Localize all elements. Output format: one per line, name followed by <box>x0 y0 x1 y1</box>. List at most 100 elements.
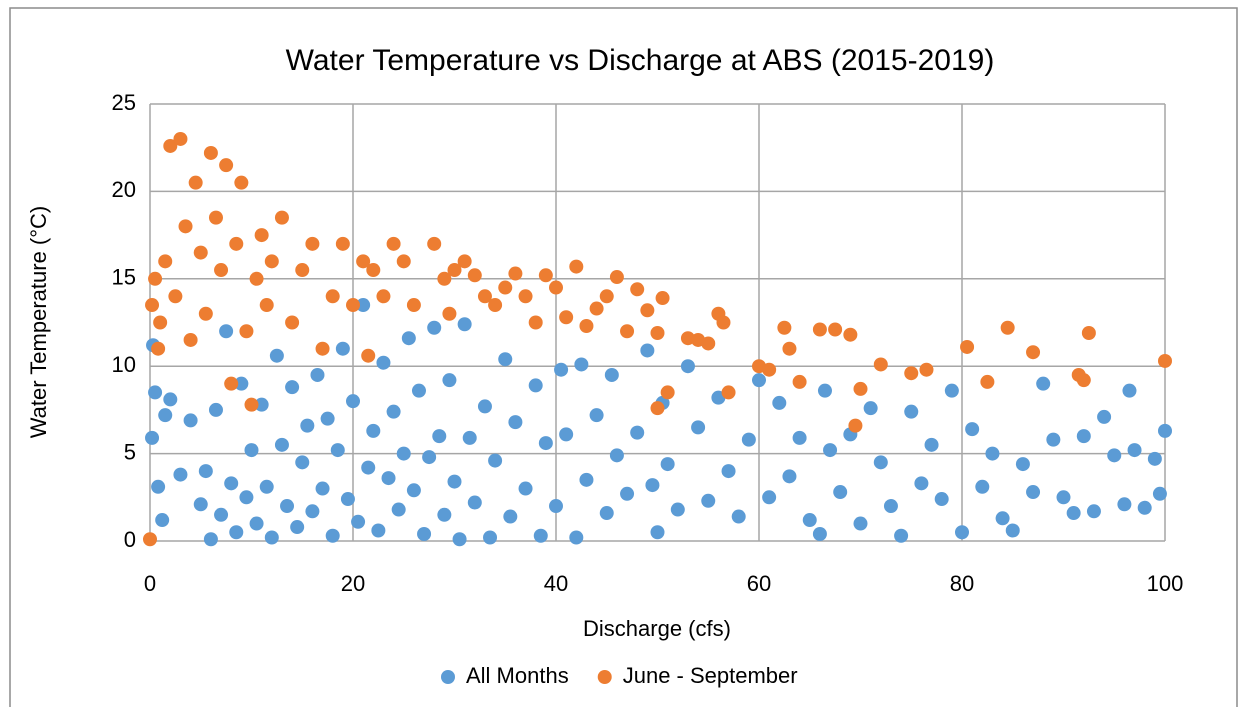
point <box>934 492 949 507</box>
point <box>660 457 675 472</box>
point <box>269 348 284 363</box>
y-tick-label: 15 <box>112 265 136 290</box>
y-tick-label: 20 <box>112 177 136 202</box>
point <box>432 429 447 444</box>
point <box>351 514 366 529</box>
point <box>538 436 553 451</box>
point <box>239 490 254 505</box>
point <box>508 415 523 430</box>
point <box>741 432 756 447</box>
point <box>731 509 746 524</box>
point <box>498 280 513 295</box>
point <box>802 513 817 528</box>
point <box>483 530 498 545</box>
point <box>833 485 848 500</box>
point <box>467 268 482 283</box>
point <box>391 502 406 517</box>
point <box>640 343 655 358</box>
point <box>219 158 234 173</box>
point <box>518 481 533 496</box>
point <box>386 404 401 419</box>
point <box>356 254 371 269</box>
point <box>422 450 437 465</box>
point <box>752 373 766 388</box>
point <box>762 490 777 505</box>
point <box>650 401 665 416</box>
point <box>254 228 269 243</box>
point <box>401 331 416 346</box>
point <box>843 327 858 342</box>
x-axis-label: Discharge (cfs) <box>583 616 731 641</box>
point <box>1158 423 1172 438</box>
point <box>528 378 543 393</box>
series <box>145 298 1172 547</box>
y-tick-label: 5 <box>124 439 136 464</box>
point <box>1000 320 1015 335</box>
point <box>924 437 939 452</box>
point <box>442 306 457 321</box>
point <box>285 315 300 330</box>
point <box>203 532 218 547</box>
point <box>239 324 254 339</box>
point <box>1076 429 1091 444</box>
point <box>396 254 411 269</box>
point <box>340 492 355 507</box>
point <box>574 357 589 372</box>
point <box>1147 451 1162 466</box>
point <box>188 175 203 190</box>
point <box>183 413 198 428</box>
point <box>579 318 594 333</box>
point <box>386 236 401 251</box>
point <box>356 298 371 313</box>
point <box>721 464 736 479</box>
point <box>995 511 1010 526</box>
point <box>1056 490 1071 505</box>
y-tick-label: 10 <box>112 352 136 377</box>
point <box>457 317 472 332</box>
point <box>640 303 655 318</box>
point <box>533 528 548 543</box>
point <box>985 446 1000 461</box>
point <box>183 332 198 347</box>
point <box>960 339 975 354</box>
point <box>655 291 670 306</box>
point <box>599 506 614 521</box>
point <box>716 315 731 330</box>
point <box>1046 432 1061 447</box>
point <box>670 502 685 517</box>
point <box>285 380 300 395</box>
point <box>290 520 305 535</box>
point <box>569 259 584 274</box>
point <box>427 236 442 251</box>
point <box>371 523 386 538</box>
point <box>863 401 878 416</box>
point <box>919 362 934 377</box>
point <box>589 301 604 316</box>
point <box>173 131 188 146</box>
point <box>335 341 350 356</box>
point <box>777 320 792 335</box>
chart-title: Water Temperature vs Discharge at ABS (2… <box>286 44 995 77</box>
point <box>330 443 345 458</box>
point <box>873 455 888 470</box>
point <box>361 348 376 363</box>
point <box>417 527 432 542</box>
point <box>1015 457 1030 472</box>
x-tick-label: 40 <box>544 571 568 596</box>
point <box>361 460 376 475</box>
point <box>457 254 472 269</box>
point <box>538 268 553 283</box>
point <box>224 476 239 491</box>
point <box>980 374 995 389</box>
point <box>155 513 170 528</box>
point <box>148 385 163 400</box>
point <box>224 376 239 391</box>
point <box>325 289 340 304</box>
point <box>198 464 213 479</box>
point <box>467 495 482 510</box>
point <box>792 374 807 389</box>
point <box>214 263 229 278</box>
point <box>630 282 645 297</box>
point <box>904 404 919 419</box>
point <box>828 322 843 337</box>
